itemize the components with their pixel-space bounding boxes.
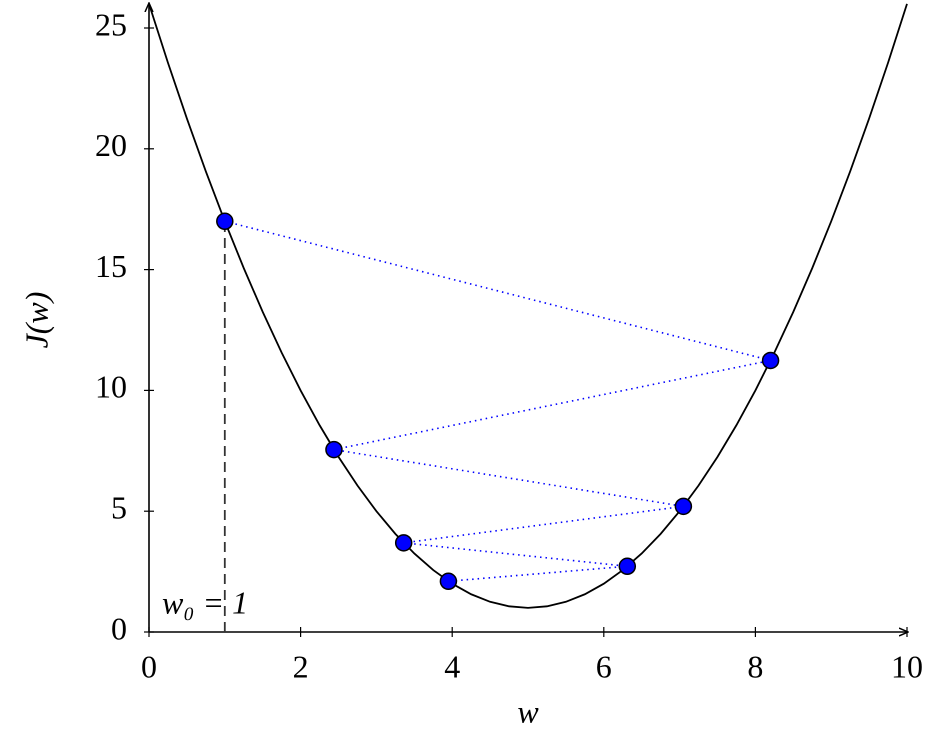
x-tick-label: 4 bbox=[444, 648, 460, 684]
curve bbox=[148, 3, 908, 609]
y-tick-label: 10 bbox=[95, 369, 127, 405]
y-axis-label: J(w) bbox=[18, 292, 54, 349]
y-tick-label: 5 bbox=[111, 490, 127, 526]
x-tick-label: 8 bbox=[747, 648, 763, 684]
step-point bbox=[216, 212, 234, 231]
y-tick-label: 0 bbox=[111, 610, 127, 646]
step-point bbox=[674, 497, 693, 516]
step-point bbox=[394, 534, 413, 552]
y-tick-label: 25 bbox=[95, 6, 127, 42]
y-tick-label: 20 bbox=[95, 127, 127, 163]
x-tick-label: 6 bbox=[596, 648, 612, 684]
step-point bbox=[439, 572, 458, 591]
x-tick-label: 10 bbox=[891, 648, 923, 684]
step-point bbox=[761, 351, 780, 370]
x-tick-label: 0 bbox=[141, 648, 157, 684]
x-axis-label: w bbox=[517, 693, 539, 729]
annotation: w₀ = 1 bbox=[162, 584, 248, 620]
step-point bbox=[618, 557, 637, 576]
x-tick-label: 2 bbox=[293, 648, 309, 684]
y-tick-label: 15 bbox=[95, 248, 127, 284]
step-point bbox=[325, 440, 343, 459]
